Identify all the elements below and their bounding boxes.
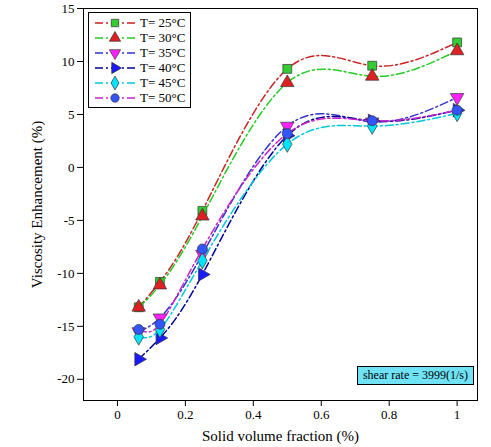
- svg-text:15: 15: [62, 1, 75, 16]
- svg-text:0: 0: [114, 407, 121, 422]
- svg-text:0.2: 0.2: [177, 407, 193, 422]
- html-text:T= 30°C: T= 30°C: [140, 29, 186, 45]
- svg-text:1: 1: [454, 407, 461, 422]
- svg-text:5: 5: [68, 107, 75, 122]
- svg-text:-20: -20: [57, 371, 74, 386]
- svg-text:-5: -5: [64, 213, 75, 228]
- svg-text:-10: -10: [57, 266, 74, 281]
- svg-text:0.8: 0.8: [381, 407, 397, 422]
- svg-text:Solid volume fraction (%): Solid volume fraction (%): [202, 428, 359, 445]
- html-text:T= 40°C: T= 40°C: [140, 59, 186, 75]
- html-text:T= 35°C: T= 35°C: [140, 44, 186, 60]
- html-text:shear rate = 3999(1/s): shear rate = 3999(1/s): [362, 368, 468, 382]
- svg-text:Viscosity Enhancement (%): Viscosity Enhancement (%): [29, 121, 46, 288]
- html-text:T= 45°C: T= 45°C: [140, 74, 186, 90]
- html-text:T= 50°C: T= 50°C: [140, 89, 186, 105]
- html-text:T= 25°C: T= 25°C: [140, 14, 186, 30]
- svg-text:10: 10: [62, 54, 75, 69]
- svg-text:0: 0: [68, 160, 75, 175]
- svg-text:0.6: 0.6: [313, 407, 330, 422]
- svg-text:0.4: 0.4: [245, 407, 262, 422]
- svg-text:-15: -15: [57, 318, 74, 333]
